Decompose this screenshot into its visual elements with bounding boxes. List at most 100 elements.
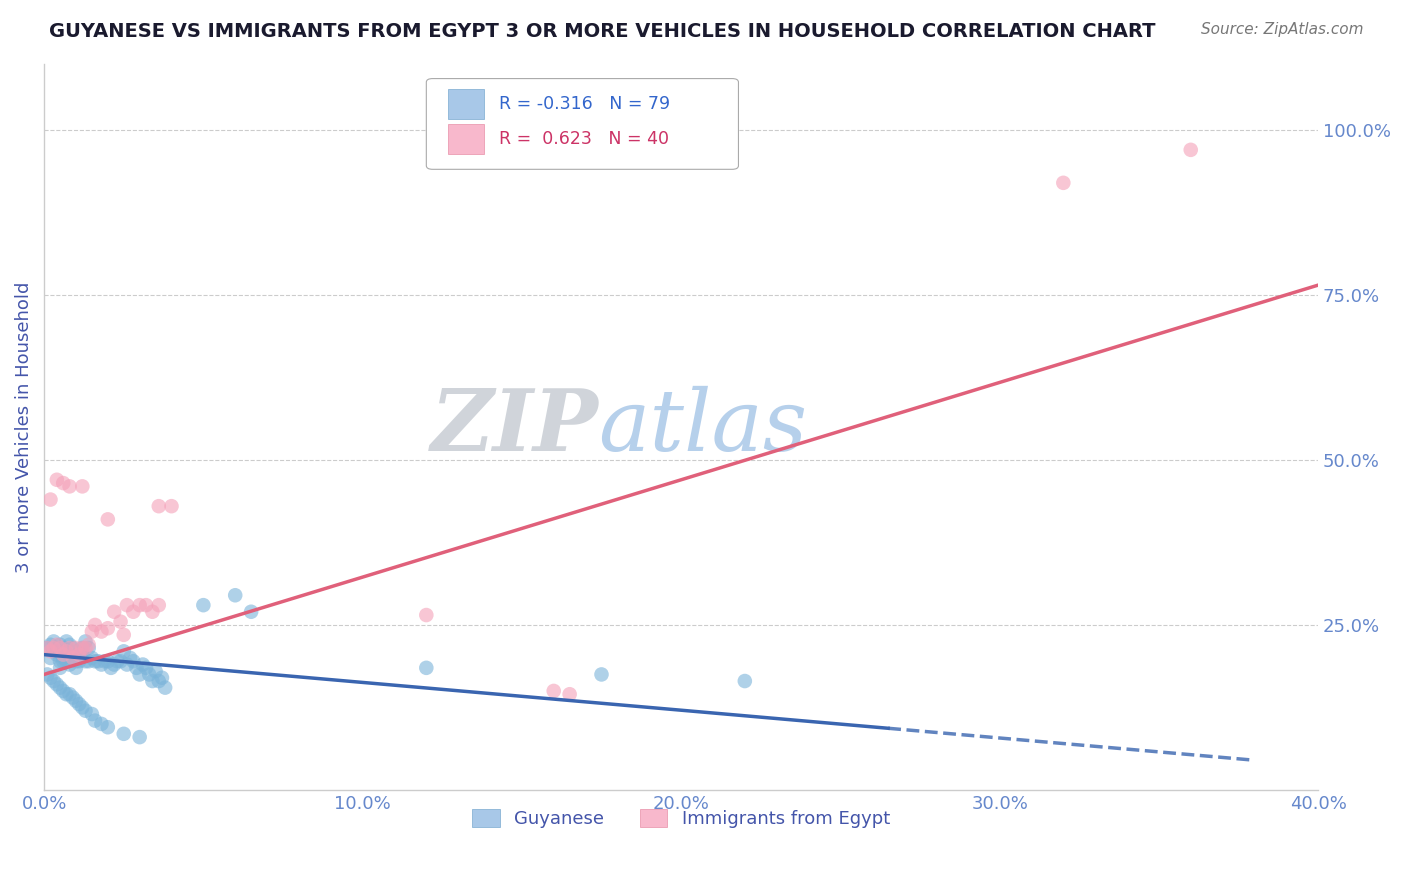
Point xyxy=(75,704,97,718)
Point xyxy=(49,654,72,668)
Point xyxy=(37,667,59,681)
Point xyxy=(72,479,94,493)
Point xyxy=(135,661,157,675)
Text: Source: ZipAtlas.com: Source: ZipAtlas.com xyxy=(1201,22,1364,37)
Point xyxy=(153,681,176,695)
Point xyxy=(80,706,103,721)
Point xyxy=(55,644,77,658)
Point xyxy=(97,654,120,668)
FancyBboxPatch shape xyxy=(449,124,484,154)
Point xyxy=(87,654,110,668)
Point xyxy=(45,638,67,652)
Point xyxy=(49,681,72,695)
Point xyxy=(193,598,215,612)
Point xyxy=(52,651,75,665)
Point xyxy=(62,651,84,665)
Point xyxy=(67,648,90,662)
Point xyxy=(49,638,72,652)
Point xyxy=(42,634,65,648)
Point xyxy=(90,624,112,639)
Point xyxy=(84,654,107,668)
Point xyxy=(49,641,72,656)
Point xyxy=(58,638,80,652)
Point xyxy=(115,657,138,672)
Point xyxy=(240,605,263,619)
Point xyxy=(132,657,155,672)
Point xyxy=(39,671,62,685)
Legend: Guyanese, Immigrants from Egypt: Guyanese, Immigrants from Egypt xyxy=(465,802,897,835)
Point xyxy=(55,644,77,658)
Point xyxy=(591,667,613,681)
Y-axis label: 3 or more Vehicles in Household: 3 or more Vehicles in Household xyxy=(15,281,32,573)
Point xyxy=(72,648,94,662)
Point xyxy=(37,641,59,656)
Point xyxy=(45,473,67,487)
FancyBboxPatch shape xyxy=(426,78,738,169)
Point xyxy=(52,654,75,668)
Point xyxy=(77,641,100,656)
Point xyxy=(45,648,67,662)
Point xyxy=(58,648,80,662)
Point xyxy=(415,608,437,623)
Point xyxy=(110,615,132,629)
Point xyxy=(141,605,163,619)
Point xyxy=(224,588,246,602)
Point xyxy=(105,654,128,668)
Point xyxy=(110,654,132,668)
Point xyxy=(125,661,148,675)
Point xyxy=(97,621,120,635)
Point xyxy=(97,720,120,734)
Point xyxy=(160,499,183,513)
Point xyxy=(80,624,103,639)
Point xyxy=(42,673,65,688)
Point xyxy=(112,644,135,658)
Point xyxy=(97,512,120,526)
Point xyxy=(1052,176,1074,190)
Point xyxy=(90,717,112,731)
Point xyxy=(65,694,87,708)
Point xyxy=(75,634,97,648)
Text: R =  0.623   N = 40: R = 0.623 N = 40 xyxy=(499,130,669,148)
Point xyxy=(145,664,167,678)
Point xyxy=(128,598,150,612)
Point xyxy=(67,654,90,668)
Point xyxy=(49,661,72,675)
Point xyxy=(55,634,77,648)
Point xyxy=(103,657,125,672)
Point xyxy=(39,638,62,652)
Point xyxy=(141,673,163,688)
Text: ZIP: ZIP xyxy=(430,385,599,468)
Point xyxy=(84,714,107,728)
Point xyxy=(58,641,80,656)
Point xyxy=(120,651,142,665)
Point xyxy=(52,684,75,698)
Point xyxy=(62,641,84,656)
Point xyxy=(148,499,170,513)
Point xyxy=(122,605,145,619)
Point xyxy=(77,638,100,652)
Point xyxy=(122,654,145,668)
Point xyxy=(115,598,138,612)
Point xyxy=(39,644,62,658)
FancyBboxPatch shape xyxy=(449,88,484,120)
Point xyxy=(39,651,62,665)
Text: atlas: atlas xyxy=(599,385,807,468)
Point xyxy=(52,648,75,662)
Point xyxy=(42,641,65,656)
Point xyxy=(67,648,90,662)
Point xyxy=(58,657,80,672)
Point xyxy=(72,641,94,656)
Point xyxy=(55,654,77,668)
Point xyxy=(112,628,135,642)
Point xyxy=(93,654,115,668)
Point xyxy=(1180,143,1202,157)
Point xyxy=(415,661,437,675)
Point xyxy=(148,598,170,612)
Point xyxy=(72,641,94,656)
Point xyxy=(58,479,80,493)
Point xyxy=(45,677,67,691)
Point xyxy=(65,641,87,656)
Point xyxy=(90,657,112,672)
Point xyxy=(128,667,150,681)
Point xyxy=(75,641,97,656)
